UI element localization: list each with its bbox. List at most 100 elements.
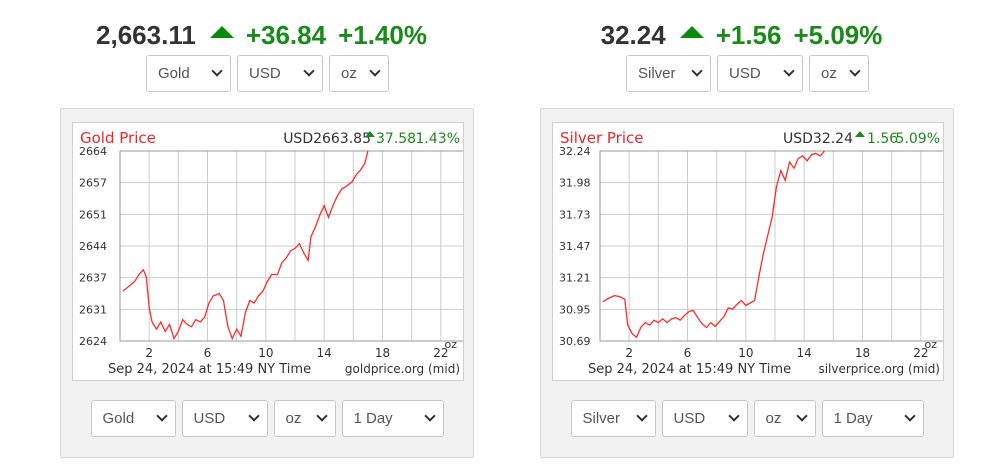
chart-source: silverprice.org (mid) — [818, 362, 940, 376]
silver-widget: 32.24 +1.56 +5.09% Silver USD oz Silver … — [520, 0, 975, 465]
arrow-up-icon — [679, 26, 704, 38]
y-tick-label: 2657 — [79, 177, 107, 190]
silver-chart-box: Silver Price USD32.24 1.56 5.09% 32.24 31… — [552, 122, 951, 381]
silver-bottom-selects: Silver USD oz 1 Day — [541, 400, 953, 437]
metal-select-value: Silver — [582, 410, 621, 427]
period-select[interactable]: 1 Day — [821, 400, 924, 437]
x-tick-label: 2 — [625, 346, 633, 360]
chevron-down-icon — [635, 409, 648, 422]
x-tick-label: 14 — [317, 346, 332, 360]
chevron-down-icon — [303, 64, 315, 77]
chart-quote: USD2663.85 37.58 1.43% — [283, 131, 460, 147]
x-tick-label: 6 — [204, 346, 212, 360]
chart-source: goldprice.org (mid) — [345, 362, 460, 376]
y-tick-label: 2637 — [79, 272, 107, 285]
currency-select[interactable]: USD — [237, 55, 323, 92]
chevron-down-icon — [247, 409, 260, 422]
currency-select[interactable]: USD — [181, 400, 268, 437]
chevron-down-icon — [155, 409, 168, 422]
silver-top-selects: Silver USD oz — [520, 55, 975, 92]
plot-area: 32.24 31.98 31.73 31.47 31.21 30.95 30.69 2 6 10 1… — [559, 145, 951, 360]
gold-bottom-selects: Gold USD oz 1 Day — [61, 400, 473, 437]
metal-select-value: Silver — [638, 65, 676, 82]
x-tick-label: 10 — [738, 346, 753, 360]
gold-chart-svg: Gold Price USD2663.85 37.58 1.43% 266426… — [79, 129, 471, 377]
gold-change: +36.84 — [245, 19, 327, 50]
x-tick-label: 22 — [433, 346, 448, 360]
gold-top-selects: Gold USD oz — [40, 55, 495, 92]
metal-select-value: Gold — [158, 65, 190, 82]
y-tick-label: 2664 — [79, 145, 107, 158]
chart-title: Silver Price — [560, 129, 644, 147]
chart-title: Gold Price — [80, 129, 156, 147]
unit-select-value: oz — [821, 65, 837, 82]
chevron-down-icon — [211, 64, 223, 77]
silver-change: +1.56 — [715, 19, 782, 50]
arrow-up-icon — [855, 131, 865, 137]
quote-change: 1.56 — [867, 131, 898, 147]
currency-select-value: USD — [193, 410, 226, 427]
metal-select[interactable]: Silver — [570, 400, 656, 437]
currency-select[interactable]: USD — [717, 55, 803, 92]
period-select-value: 1 Day — [353, 410, 393, 427]
x-tick-label: 6 — [684, 346, 692, 360]
x-tick-label: 18 — [855, 346, 870, 360]
x-tick-label: 14 — [797, 346, 812, 360]
chart-timestamp: Sep 24, 2024 at 15:49 NY Time — [108, 362, 311, 377]
quote-change: 37.58 — [376, 131, 416, 147]
quote-price: USD32.24 — [783, 131, 853, 147]
y-tick-label: 2644 — [79, 240, 107, 253]
metal-select[interactable]: Silver — [626, 55, 711, 92]
price-series-line — [122, 150, 369, 341]
unit-select[interactable]: oz — [273, 400, 336, 437]
chart-quote: USD32.24 1.56 5.09% — [783, 131, 940, 147]
silver-chart-panel: Silver Price USD32.24 1.56 5.09% 32.24 31… — [540, 108, 954, 458]
currency-select[interactable]: USD — [661, 400, 748, 437]
x-tick-label: 10 — [258, 346, 273, 360]
gold-change-pct: +1.40% — [338, 19, 427, 50]
price-series-line — [602, 150, 826, 339]
chart-timestamp: Sep 24, 2024 at 15:49 NY Time — [588, 362, 791, 377]
unit-select-value: oz — [765, 410, 782, 427]
gold-price: 2,663.11 — [96, 19, 196, 50]
y-tick-label: 32.24 — [559, 145, 591, 158]
unit-select[interactable]: oz — [329, 55, 389, 92]
period-select[interactable]: 1 Day — [341, 400, 444, 437]
currency-select-value: USD — [729, 65, 761, 82]
arrow-up-icon — [209, 26, 234, 38]
plot-area: 2664 2657 2651 2644 2637 2631 2624 2 6 10 14 18 22 — [79, 145, 471, 360]
y-tick-label: 30.69 — [559, 335, 591, 348]
chevron-down-icon — [691, 64, 703, 77]
unit-label: oz — [924, 338, 937, 351]
unit-select[interactable]: oz — [809, 55, 869, 92]
y-tick-label: 31.47 — [559, 240, 591, 253]
y-tick-label: 31.21 — [559, 272, 591, 285]
gold-chart-panel: Gold Price USD2663.85 37.58 1.43% 2664 26… — [60, 108, 474, 458]
silver-price: 32.24 — [600, 19, 666, 50]
metal-select[interactable]: Gold — [90, 400, 176, 437]
unit-select[interactable]: oz — [753, 400, 816, 437]
y-tick-label: 31.73 — [559, 208, 591, 221]
chevron-down-icon — [423, 409, 436, 422]
y-tick-label: 2631 — [79, 303, 107, 316]
metal-select-value: Gold — [102, 410, 135, 427]
x-tick-label: 22 — [913, 346, 928, 360]
x-tick-label: 2 — [145, 346, 153, 360]
currency-select-value: USD — [673, 410, 706, 427]
unit-label: oz — [444, 338, 457, 351]
gold-chart-box: Gold Price USD2663.85 37.58 1.43% 2664 26… — [72, 122, 471, 381]
chevron-down-icon — [369, 64, 381, 77]
quote-pct: 5.09% — [896, 131, 940, 147]
arrow-up-icon — [365, 131, 375, 137]
metal-select[interactable]: Gold — [146, 55, 231, 92]
currency-select-value: USD — [249, 65, 281, 82]
quote-pct: 1.43% — [416, 131, 460, 147]
unit-select-value: oz — [341, 65, 357, 82]
unit-select-value: oz — [285, 410, 302, 427]
chevron-down-icon — [783, 64, 795, 77]
gold-header: 2,663.11 +36.84 +1.40% — [40, 18, 495, 52]
chevron-down-icon — [903, 409, 916, 422]
silver-chart-svg: Silver Price USD32.24 1.56 5.09% 32.24 31… — [559, 129, 951, 377]
gold-widget: 2,663.11 +36.84 +1.40% Gold USD oz Gold … — [40, 0, 495, 465]
y-tick-label: 2624 — [79, 335, 107, 348]
